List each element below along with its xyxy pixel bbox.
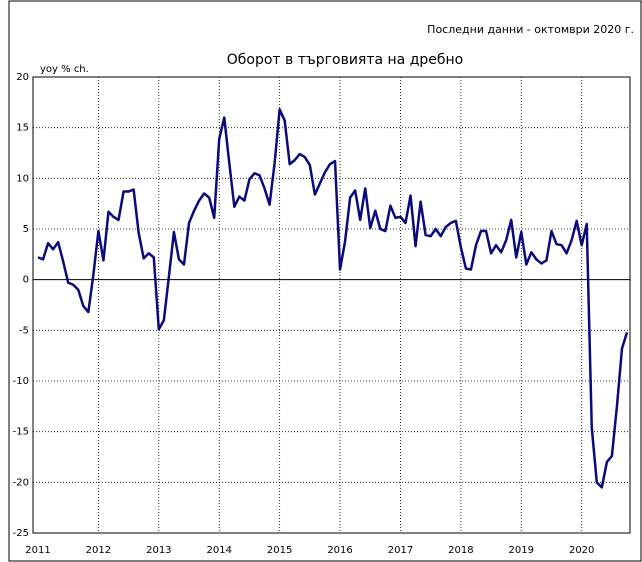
chart-title: Оборот в търговията на дребно bbox=[227, 52, 464, 68]
y-tick-label: 10 bbox=[16, 173, 29, 184]
x-tick-label: 2014 bbox=[207, 545, 232, 556]
x-tick-label: 2015 bbox=[267, 545, 292, 556]
y-tick-label: -25 bbox=[13, 528, 29, 539]
line-series bbox=[37, 108, 629, 489]
x-tick-label: 2018 bbox=[448, 545, 473, 556]
y-tick-label: 5 bbox=[23, 224, 29, 235]
y-tick-label: -5 bbox=[19, 325, 29, 336]
y-tick-label: 15 bbox=[16, 123, 29, 134]
y-tick-label: -10 bbox=[13, 376, 29, 387]
y-axis-label: yoy % ch. bbox=[40, 64, 89, 75]
frame bbox=[8, 0, 642, 562]
y-tick-label: -15 bbox=[13, 427, 29, 438]
x-tick-label: 2017 bbox=[388, 545, 413, 556]
x-tick-label: 2016 bbox=[327, 545, 352, 556]
x-tick-label: 2020 bbox=[569, 545, 594, 556]
x-tick-label: 2013 bbox=[146, 545, 171, 556]
y-tick-label: 0 bbox=[23, 275, 29, 286]
y-tick-label: -20 bbox=[13, 477, 29, 488]
subtitle: Последни данни - октомври 2020 г. bbox=[427, 23, 634, 36]
y-tick-label: 20 bbox=[16, 72, 29, 83]
x-tick-label: 2011 bbox=[25, 545, 50, 556]
plot-area bbox=[32, 76, 631, 534]
x-tick-label: 2012 bbox=[86, 545, 111, 556]
x-tick-label: 2019 bbox=[509, 545, 534, 556]
